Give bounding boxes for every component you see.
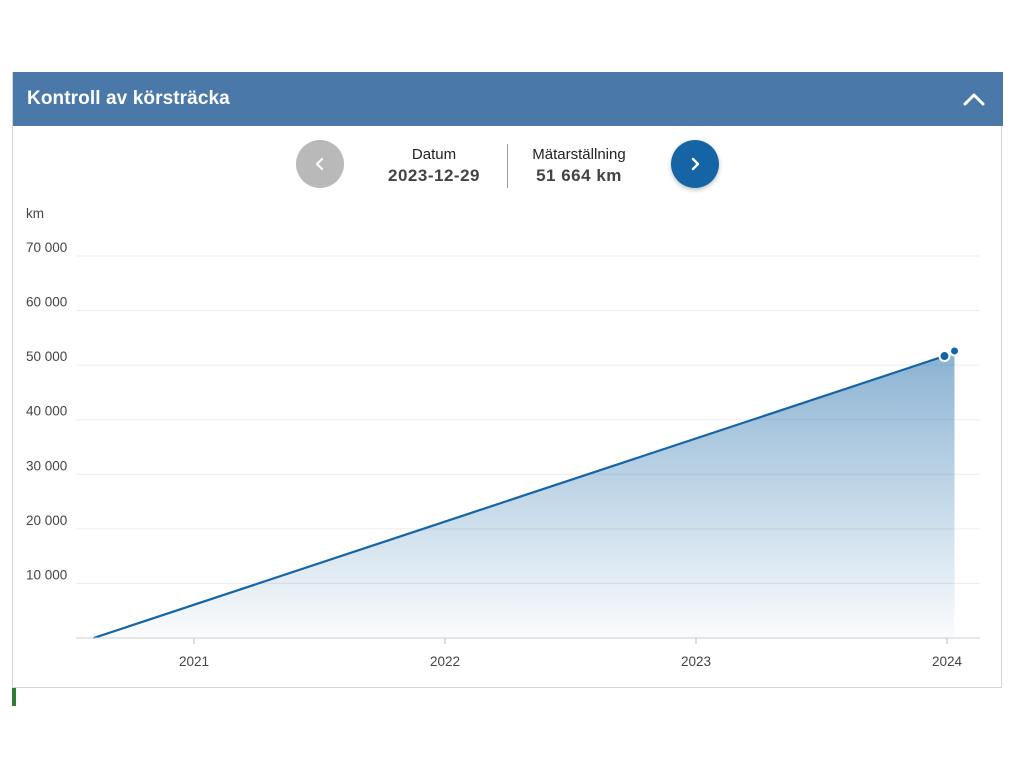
x-tick-label: 2021 <box>179 654 209 669</box>
chevron-right-icon <box>691 157 700 171</box>
y-tick-label: 20 000 <box>26 513 67 528</box>
y-tick-label: 50 000 <box>26 349 67 364</box>
series-area-fill <box>93 351 955 638</box>
date-value: 2023-12-29 <box>388 166 480 185</box>
data-point[interactable] <box>949 345 961 357</box>
y-tick-label: 30 000 <box>26 458 67 473</box>
y-tick-label: 60 000 <box>26 295 67 310</box>
panel-header: Kontroll av körsträcka <box>13 72 1003 126</box>
x-tick-label: 2023 <box>681 654 711 669</box>
next-button[interactable] <box>671 140 719 188</box>
chevron-left-icon <box>315 157 324 171</box>
info-divider <box>507 144 508 188</box>
collapse-button[interactable] <box>959 84 989 114</box>
odometer-value: 51 664 km <box>536 166 622 185</box>
date-info: Datum 2023-12-29 <box>373 146 495 188</box>
x-tick-label: 2024 <box>932 654 963 669</box>
selected-data-point[interactable] <box>938 350 951 363</box>
odometer-info: Mätarställning 51 664 km <box>513 146 645 188</box>
date-label: Datum <box>411 146 457 163</box>
x-tick-label: 2022 <box>430 654 460 669</box>
panel-title: Kontroll av körsträcka <box>27 88 230 109</box>
y-tick-label: 70 000 <box>26 240 67 255</box>
previous-button[interactable] <box>296 140 344 188</box>
y-axis-unit-label: km <box>26 206 44 221</box>
chevron-up-icon <box>963 93 985 106</box>
bottom-accent-bar <box>12 688 16 706</box>
y-tick-label: 40 000 <box>26 404 67 419</box>
odometer-label: Mätarställning <box>532 146 626 163</box>
date-navigation: Datum 2023-12-29 Mätarställning 51 664 k… <box>13 138 1003 198</box>
y-tick-label: 10 000 <box>26 567 67 582</box>
